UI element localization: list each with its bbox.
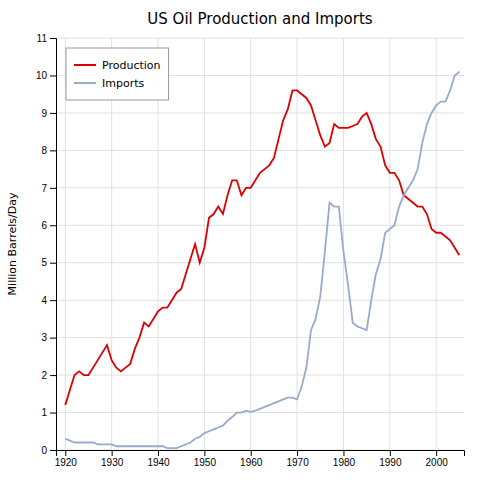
y-tick-label: 10 <box>36 70 48 81</box>
x-axis-line <box>57 451 465 457</box>
y-tick-mark <box>50 338 56 339</box>
y-tick-label: 11 <box>37 33 48 44</box>
y-tick-label: 6 <box>41 220 47 231</box>
x-tick-label: 1970 <box>286 457 309 468</box>
y-tick-mark <box>50 450 56 451</box>
legend-box <box>66 48 169 100</box>
y-tick-label: 5 <box>41 257 47 268</box>
y-grid-line <box>56 375 464 376</box>
y-tick-mark <box>50 413 56 414</box>
x-tick: 1930 <box>101 450 124 468</box>
y-tick: 5 <box>41 257 56 268</box>
y-tick-mark <box>50 150 56 151</box>
y-tick-mark <box>50 225 56 226</box>
y-tick-label: 8 <box>41 145 47 156</box>
series-line <box>65 72 459 448</box>
y-tick-label: 0 <box>41 445 47 456</box>
y-grid-line <box>56 412 464 413</box>
x-tick: 1990 <box>379 450 402 468</box>
x-tick-mark <box>112 450 113 456</box>
y-grid-line <box>56 150 464 151</box>
plot: 1920 1930 1940 1950 1960 1970 1980 1990 2000 0 1 2 3… <box>36 33 465 468</box>
series-line <box>65 90 459 405</box>
x-tick-label: 2000 <box>426 457 449 468</box>
y-tick: 4 <box>41 295 56 306</box>
y-tick-mark <box>50 113 56 114</box>
y-tick-label: 4 <box>41 295 47 306</box>
legend-label: Production <box>102 59 161 72</box>
x-tick: 1950 <box>194 450 217 468</box>
x-tick: 1960 <box>240 450 263 468</box>
y-tick-mark <box>50 38 56 39</box>
legend-label: Imports <box>102 77 145 90</box>
y-axis-line <box>50 39 57 451</box>
y-grid-line <box>56 225 464 226</box>
y-tick: 1 <box>41 407 56 418</box>
y-grid-line <box>56 187 464 188</box>
x-tick-mark <box>204 450 205 456</box>
x-grid-line <box>250 38 251 450</box>
y-tick-label: 9 <box>41 108 47 119</box>
x-axis: 1920 1930 1940 1950 1960 1970 1980 1990 2000 <box>55 450 465 468</box>
y-tick-label: 3 <box>41 332 47 343</box>
y-grid-line <box>56 112 464 113</box>
y-tick-label: 7 <box>41 183 47 194</box>
y-grid-line <box>56 262 464 263</box>
y-grid-line <box>56 337 464 338</box>
x-tick-label: 1940 <box>147 457 170 468</box>
legend-swatch <box>74 82 96 84</box>
x-grid-line <box>297 38 298 450</box>
x-grid-line <box>436 38 437 450</box>
x-tick-mark <box>251 450 252 456</box>
y-tick: 0 <box>41 445 56 456</box>
y-tick-label: 1 <box>41 407 47 418</box>
x-tick-mark <box>343 450 344 456</box>
x-tick-label: 1960 <box>240 457 263 468</box>
x-tick: 2000 <box>426 450 449 468</box>
x-tick-mark <box>65 450 66 456</box>
title: US Oil Production and Imports <box>147 10 373 28</box>
y-tick: 8 <box>41 145 56 156</box>
x-tick: 1970 <box>286 450 309 468</box>
legend-swatch <box>74 64 96 66</box>
y-tick: 11 <box>37 33 56 44</box>
chart: 1920 1930 1940 1950 1960 1970 1980 1990 2000 0 1 2 3… <box>0 0 480 480</box>
x-tick-mark <box>158 450 159 456</box>
x-tick-mark <box>297 450 298 456</box>
y-tick-mark <box>50 375 56 376</box>
y-tick: 9 <box>41 108 56 119</box>
y-grid-line <box>56 300 464 301</box>
x-tick-label: 1980 <box>333 457 356 468</box>
x-tick-mark <box>390 450 391 456</box>
x-tick-mark <box>436 450 437 456</box>
y-tick: 3 <box>41 332 56 343</box>
x-tick: 1980 <box>333 450 356 468</box>
x-tick-label: 1950 <box>194 457 217 468</box>
y-tick-mark <box>50 300 56 301</box>
x-tick: 1940 <box>147 450 170 468</box>
x-tick-label: 1990 <box>379 457 402 468</box>
y-tick-mark <box>50 263 56 264</box>
y-axis-label: Million Barrels/Day <box>6 192 19 295</box>
y-tick: 6 <box>41 220 56 231</box>
legend: Production Imports <box>66 48 169 100</box>
grid <box>56 38 464 450</box>
y-axis: 0 1 2 3 4 5 6 7 8 9 10 11 <box>36 33 57 456</box>
y-tick-mark <box>50 75 56 76</box>
y-tick-label: 2 <box>41 370 47 381</box>
x-grid-line <box>389 38 390 450</box>
y-tick-mark <box>50 188 56 189</box>
x-tick-label: 1930 <box>101 457 124 468</box>
y-tick: 2 <box>41 370 56 381</box>
y-grid-line <box>56 38 464 39</box>
x-tick-label: 1920 <box>55 457 78 468</box>
y-tick: 7 <box>41 183 56 194</box>
x-tick: 1920 <box>55 450 78 468</box>
lines <box>65 72 459 448</box>
y-tick: 10 <box>36 70 56 81</box>
